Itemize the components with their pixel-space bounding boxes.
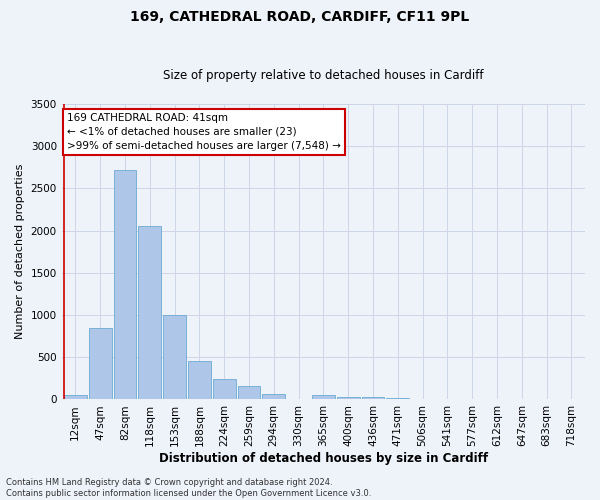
- Bar: [213, 379, 236, 400]
- Bar: [188, 362, 211, 400]
- Bar: [312, 395, 335, 400]
- Bar: [163, 315, 186, 400]
- Text: 169, CATHEDRAL ROAD, CARDIFF, CF11 9PL: 169, CATHEDRAL ROAD, CARDIFF, CF11 9PL: [130, 10, 470, 24]
- Bar: [362, 398, 385, 400]
- Bar: [64, 395, 87, 400]
- Bar: [89, 328, 112, 400]
- Bar: [113, 170, 136, 400]
- Title: Size of property relative to detached houses in Cardiff: Size of property relative to detached ho…: [163, 69, 484, 82]
- Bar: [139, 226, 161, 400]
- Bar: [262, 394, 285, 400]
- Bar: [386, 398, 409, 400]
- Text: 169 CATHEDRAL ROAD: 41sqm
← <1% of detached houses are smaller (23)
>99% of semi: 169 CATHEDRAL ROAD: 41sqm ← <1% of detac…: [67, 113, 341, 151]
- Bar: [337, 396, 359, 400]
- Y-axis label: Number of detached properties: Number of detached properties: [15, 164, 25, 340]
- Text: Contains HM Land Registry data © Crown copyright and database right 2024.
Contai: Contains HM Land Registry data © Crown c…: [6, 478, 371, 498]
- Bar: [238, 386, 260, 400]
- X-axis label: Distribution of detached houses by size in Cardiff: Distribution of detached houses by size …: [159, 452, 488, 465]
